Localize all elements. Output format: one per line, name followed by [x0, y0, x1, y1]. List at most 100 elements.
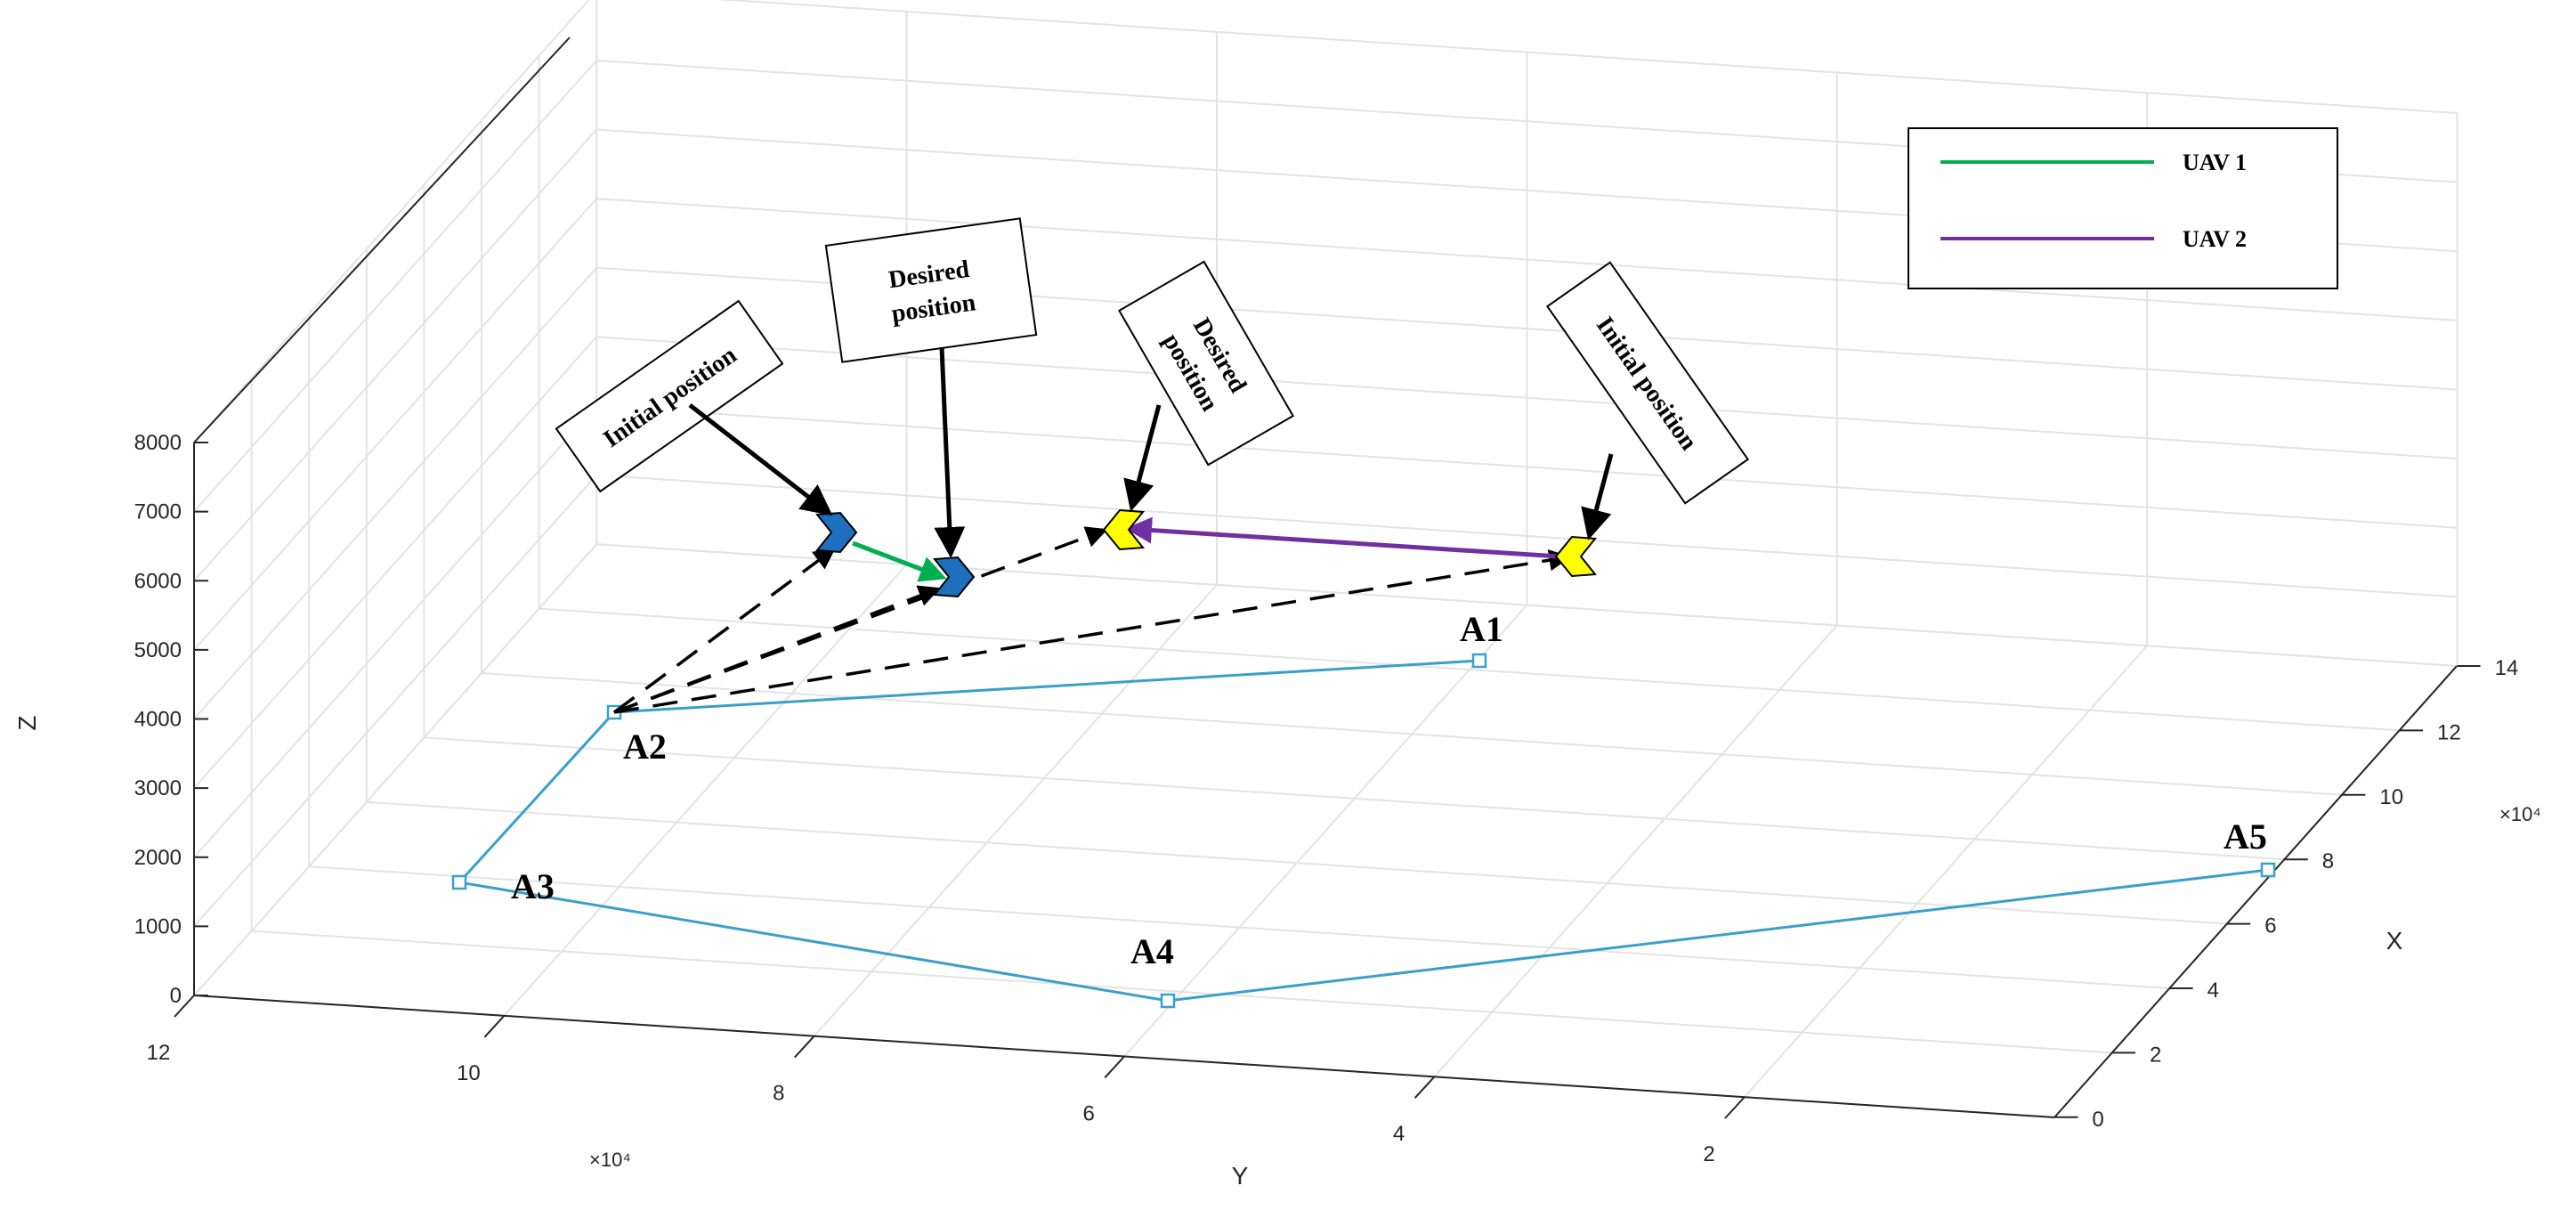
grid-line	[193, 60, 597, 513]
uav2-initial-marker	[1554, 535, 1597, 578]
y-tick	[1104, 1055, 1125, 1079]
x-tick-label: 4	[2207, 979, 2219, 1003]
z-tick-label: 5000	[134, 638, 182, 662]
projection-lines	[612, 526, 1571, 714]
z-tick-label: 7000	[134, 500, 182, 524]
annotation-uav1-desired-box	[824, 217, 1038, 363]
y-tick	[794, 1035, 815, 1059]
waypoint-marker	[1160, 993, 1176, 1009]
annotation-uav2-initial: Initial position	[1545, 261, 1750, 505]
dashed-arrow	[613, 526, 1108, 714]
waypoint-label: A5	[2224, 816, 2267, 857]
x-tick-label: 12	[2437, 720, 2461, 744]
grid-line	[1433, 624, 1838, 1077]
dashed-arrow	[613, 549, 1571, 714]
z-tick-label: 6000	[134, 569, 182, 593]
waypoint-marker	[2260, 862, 2276, 878]
grid-line	[193, 336, 597, 789]
y-tick	[1724, 1096, 1746, 1119]
waypoint-label: A2	[623, 727, 667, 767]
y-axis-multiplier: ×10⁴	[589, 1149, 631, 1171]
x-tick-label: 2	[2150, 1043, 2161, 1067]
z-tick-label: 0	[170, 984, 182, 1008]
route-line	[457, 659, 2269, 1003]
floor-grid	[193, 543, 2459, 1118]
y-tick	[1414, 1076, 1436, 1099]
annotation-uav2-initial-arrow	[1581, 453, 1614, 540]
grid-line	[309, 865, 2170, 989]
z-ticks: 0 1000 2000 3000 4000 5000 6000 7000 8000	[134, 431, 208, 1008]
z-axis-label: Z	[13, 715, 41, 730]
y-tick	[483, 1015, 506, 1038]
x-axis-label: X	[2386, 927, 2403, 954]
grid-line	[481, 672, 2343, 796]
annotation-uav1-initial-arrow	[688, 403, 833, 516]
z-tick-label: 4000	[134, 708, 182, 732]
annotation-uav2-desired-box	[1118, 260, 1294, 467]
x-axis-line	[2054, 665, 2458, 1118]
grid-line	[814, 584, 1218, 1037]
annotation-uav1-initial-box	[555, 299, 784, 493]
legend: UAV 1 UAV 2	[1908, 127, 2338, 289]
y-tick-label: 2	[1703, 1142, 1714, 1166]
uav1-initial-marker	[815, 511, 858, 554]
legend-box	[1908, 127, 2338, 289]
annotation-uav1-desired-arrow	[934, 346, 966, 558]
uav-trajectories	[815, 508, 1597, 598]
waypoint-marker	[1471, 653, 1487, 669]
y-tick-label: 6	[1083, 1101, 1095, 1125]
z-tick-label: 8000	[134, 431, 182, 455]
x-axis-multiplier: ×10⁴	[2499, 803, 2541, 825]
uav2-trajectory	[1125, 516, 1560, 559]
grid-line	[193, 0, 590, 443]
x-tick-label: 0	[2092, 1108, 2103, 1132]
annotation-uav2-initial-box	[1545, 261, 1750, 505]
waypoint-marker	[451, 874, 467, 890]
grid-line	[1744, 645, 2148, 1098]
grid-line	[503, 564, 908, 1017]
x-ticks: 0 2 4 6 8 10 12 14	[2054, 656, 2518, 1132]
x-tick-label: 14	[2495, 656, 2519, 680]
grid-line	[193, 543, 597, 996]
y-tick-label: 8	[773, 1082, 784, 1106]
uav1-trajectory	[852, 540, 947, 582]
y-tick-label: 10	[457, 1061, 481, 1085]
grid-line	[251, 930, 2113, 1054]
y-ticks: 12 10 8 6 4 2	[147, 995, 1746, 1166]
z-tick-label: 1000	[134, 914, 182, 938]
z-tick-label: 2000	[134, 846, 182, 870]
grid-line	[193, 267, 597, 720]
grid-line	[193, 198, 597, 651]
left-wall-grid	[193, 0, 598, 996]
legend-label-uav1: UAV 1	[2183, 150, 2247, 175]
y-axis-label: Y	[1232, 1162, 1249, 1190]
grid-line	[1123, 604, 1528, 1058]
grid-line	[193, 474, 597, 928]
waypoint-label: A4	[1130, 931, 1174, 971]
z-axis-top-line	[193, 37, 571, 443]
legend-label-uav2: UAV 2	[2183, 226, 2247, 252]
dashed-arrow	[612, 548, 836, 714]
grid-line	[424, 736, 2285, 861]
x-tick-label: 8	[2322, 849, 2334, 873]
waypoint-label: A3	[511, 866, 555, 906]
y-tick-label: 4	[1393, 1122, 1405, 1146]
y-tick-label: 12	[147, 1041, 171, 1065]
grid-line	[366, 800, 2228, 925]
x-tick-label: 6	[2264, 914, 2276, 938]
x-tick-label: 10	[2379, 785, 2403, 809]
route-path: A1 A2 A3 A4 A5	[451, 609, 2276, 1009]
grid-line	[193, 405, 597, 858]
annotation-uav2-desired-arrow	[1123, 404, 1162, 512]
y-tick	[174, 995, 195, 1018]
z-tick-label: 3000	[134, 776, 182, 800]
grid-line	[193, 128, 597, 581]
grid-line	[539, 607, 2401, 732]
uav2-desired-marker	[1102, 508, 1145, 551]
waypoint-label: A1	[1460, 609, 1503, 649]
